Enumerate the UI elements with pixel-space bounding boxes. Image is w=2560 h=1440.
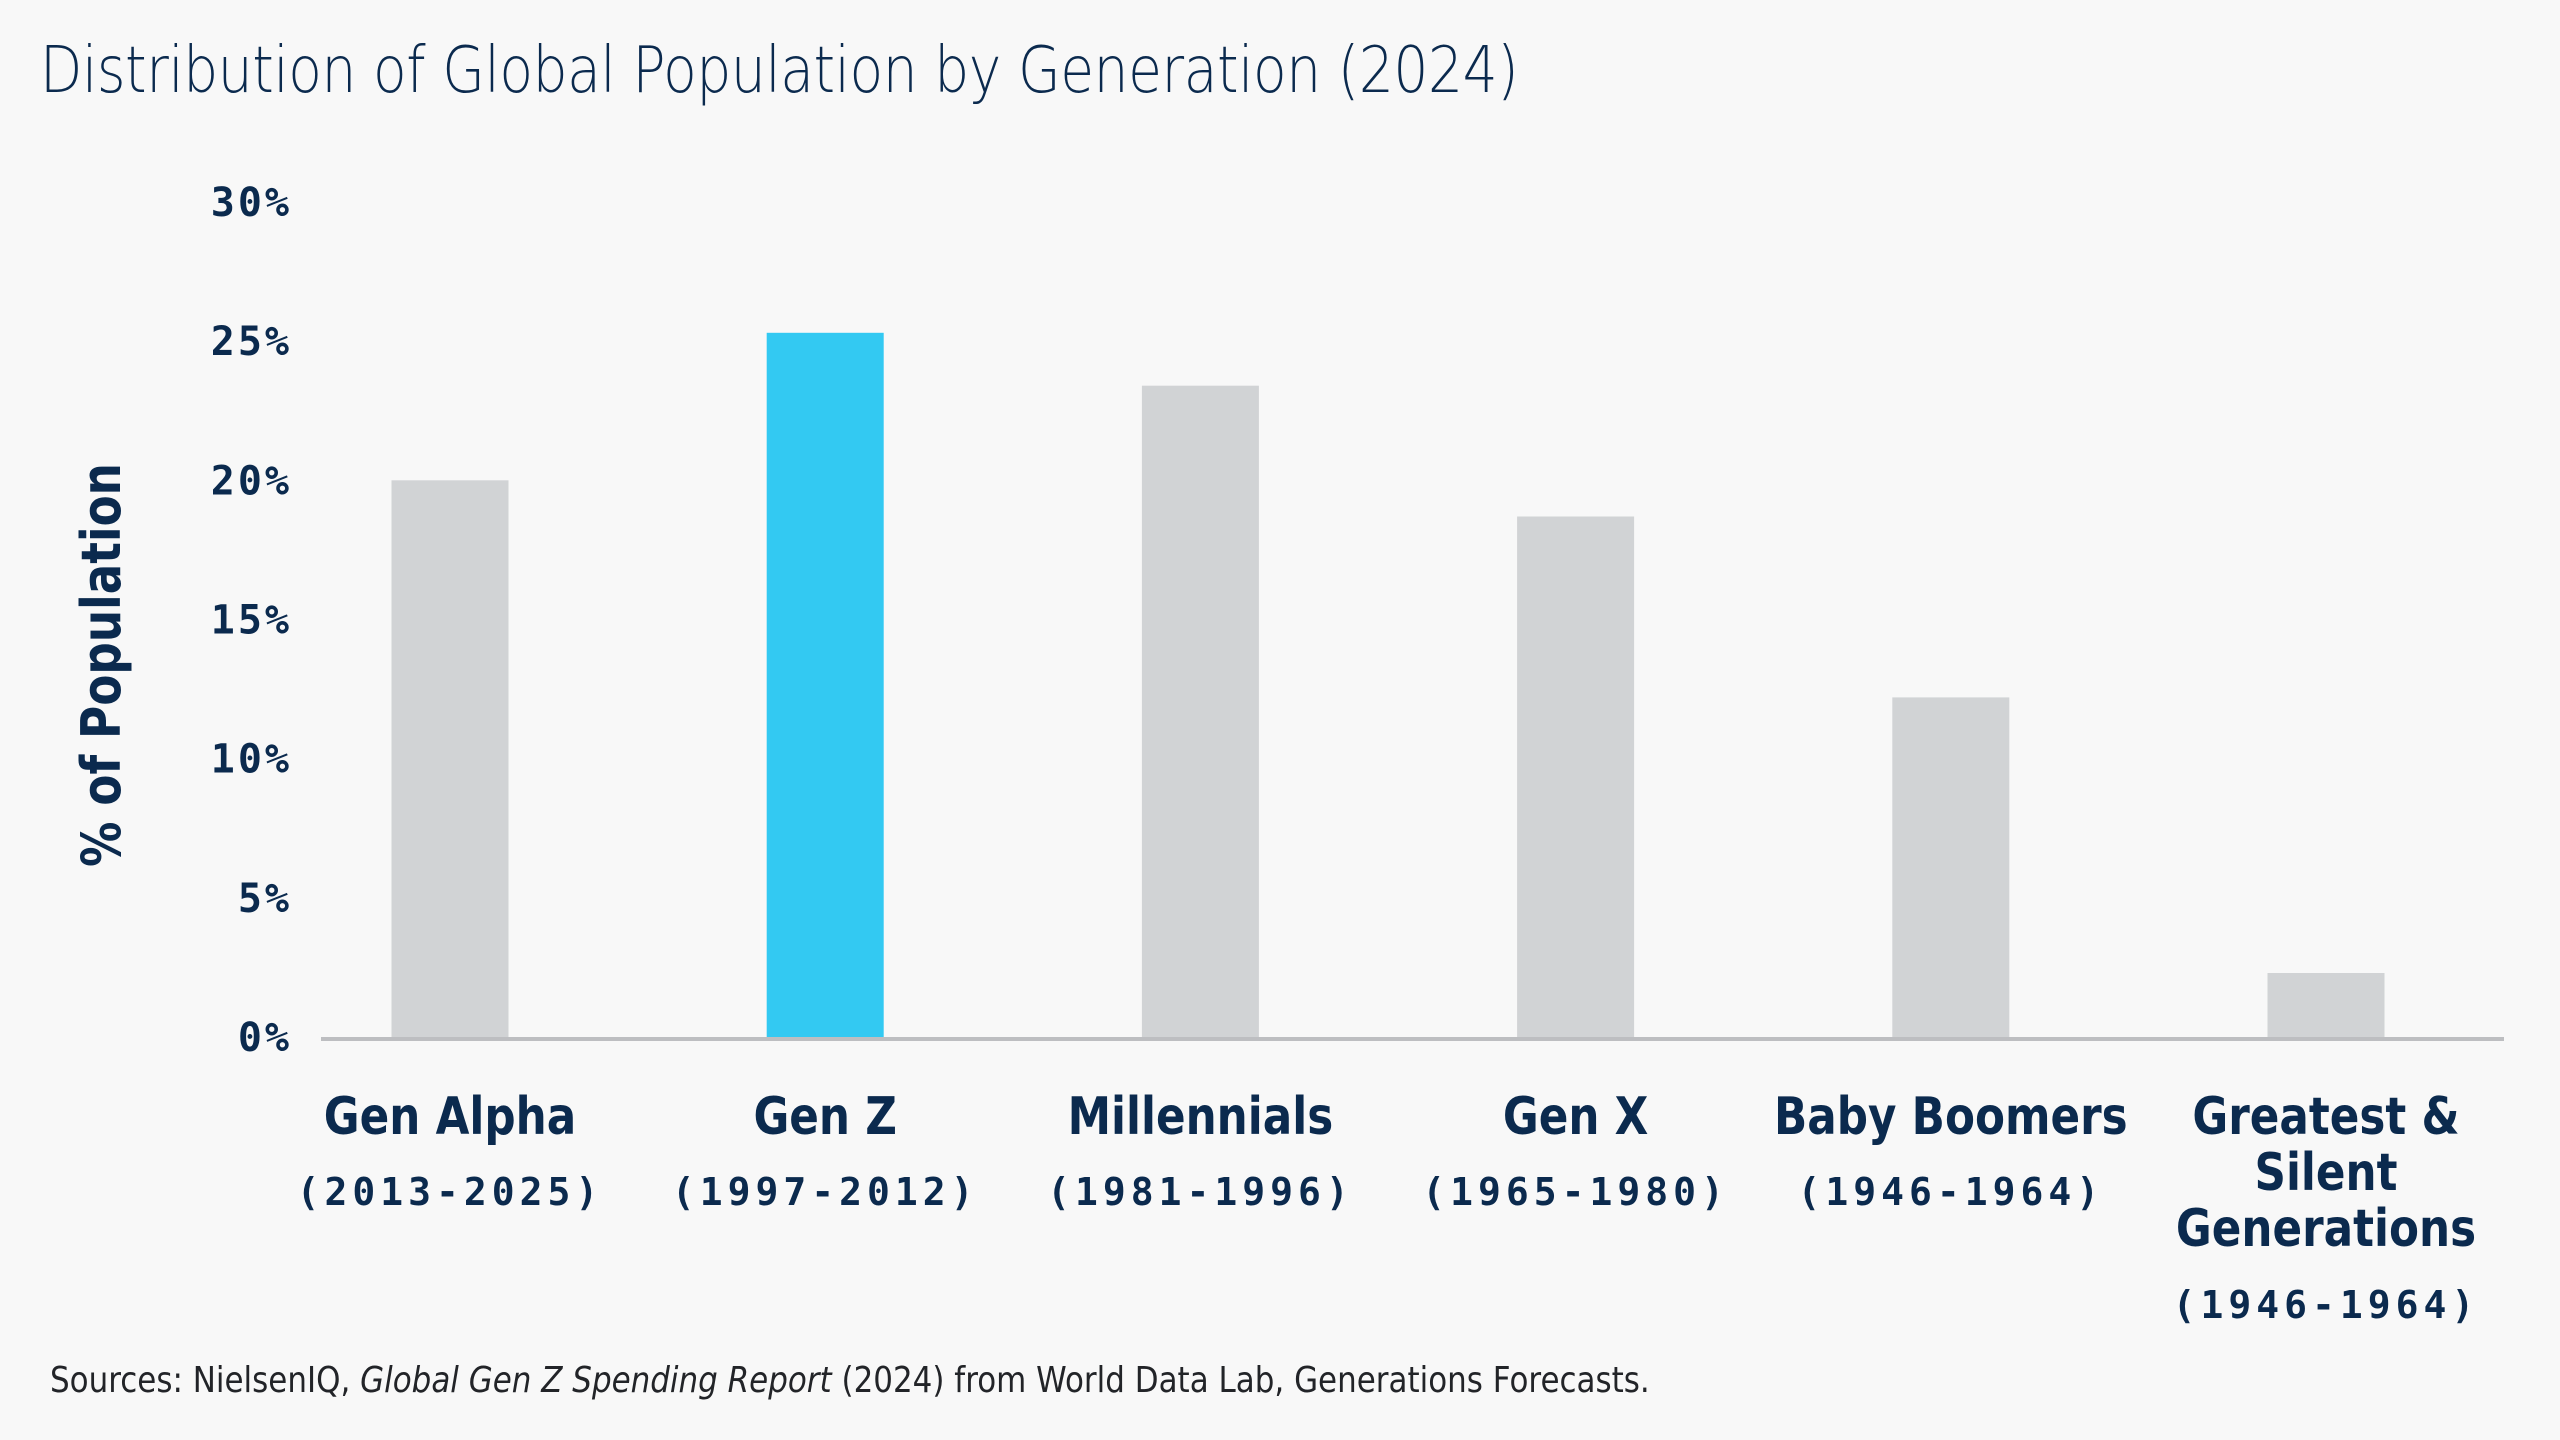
y-tick-label: 0% xyxy=(238,1015,292,1061)
y-tick-label: 5% xyxy=(238,876,292,922)
category-name: Greatest & xyxy=(2192,1087,2459,1147)
category-years: (1981-1996) xyxy=(1047,1170,1354,1214)
x-category-label: Millennials (1981-1996) xyxy=(1047,1087,1354,1214)
category-name: Gen Alpha xyxy=(324,1087,576,1147)
category-name: Millennials xyxy=(1068,1087,1334,1147)
bars xyxy=(391,332,2385,1038)
source-suffix: (2024) from World Data Lab, Generations … xyxy=(831,1360,1650,1401)
y-tick-label: 30% xyxy=(211,180,292,226)
y-tick-label: 20% xyxy=(211,458,292,504)
category-years: (2013-2025) xyxy=(297,1170,604,1214)
category-name: Baby Boomers xyxy=(1774,1087,2128,1147)
bar xyxy=(391,480,509,1038)
source-note: Sources: NielsenIQ, Global Gen Z Spendin… xyxy=(50,1360,1650,1401)
source-report-title: Global Gen Z Spending Report xyxy=(360,1360,832,1401)
x-category-label: Baby Boomers (1946-1964) xyxy=(1774,1087,2128,1214)
category-years: (1946-1964) xyxy=(1797,1170,2104,1214)
source-prefix: Sources: NielsenIQ, xyxy=(50,1360,361,1401)
bar xyxy=(2267,973,2385,1038)
bar xyxy=(766,332,884,1038)
category-name: Gen X xyxy=(1503,1087,1649,1147)
x-category-label: Gen Alpha (2013-2025) xyxy=(297,1087,604,1214)
x-axis-labels: Gen Alpha (2013-2025) Gen Z (1997-2012) Mill… xyxy=(297,1087,2480,1327)
category-name: Generations xyxy=(2176,1199,2476,1259)
category-name: Silent xyxy=(2255,1143,2398,1203)
bar xyxy=(1517,516,1635,1038)
y-tick-label: 25% xyxy=(211,319,292,365)
category-years: (1997-2012) xyxy=(672,1170,979,1214)
x-category-label: Gen Z (1997-2012) xyxy=(672,1087,979,1214)
bar xyxy=(1141,385,1259,1038)
x-category-label: Gen X (1965-1980) xyxy=(1422,1087,1729,1214)
y-tick-label: 10% xyxy=(211,737,292,783)
y-tick-label: 15% xyxy=(211,598,292,644)
category-years: (1946-1964) xyxy=(2173,1283,2480,1327)
chart-title: Distribution of Global Population by Gen… xyxy=(40,34,1519,108)
bar xyxy=(1892,697,2010,1038)
category-name: Gen Z xyxy=(753,1087,897,1147)
y-axis-ticks: 0% 5% 10% 15% 20% 25% 30% xyxy=(211,180,292,1061)
category-years: (1965-1980) xyxy=(1422,1170,1729,1214)
y-axis-title: % of Population xyxy=(70,463,133,867)
